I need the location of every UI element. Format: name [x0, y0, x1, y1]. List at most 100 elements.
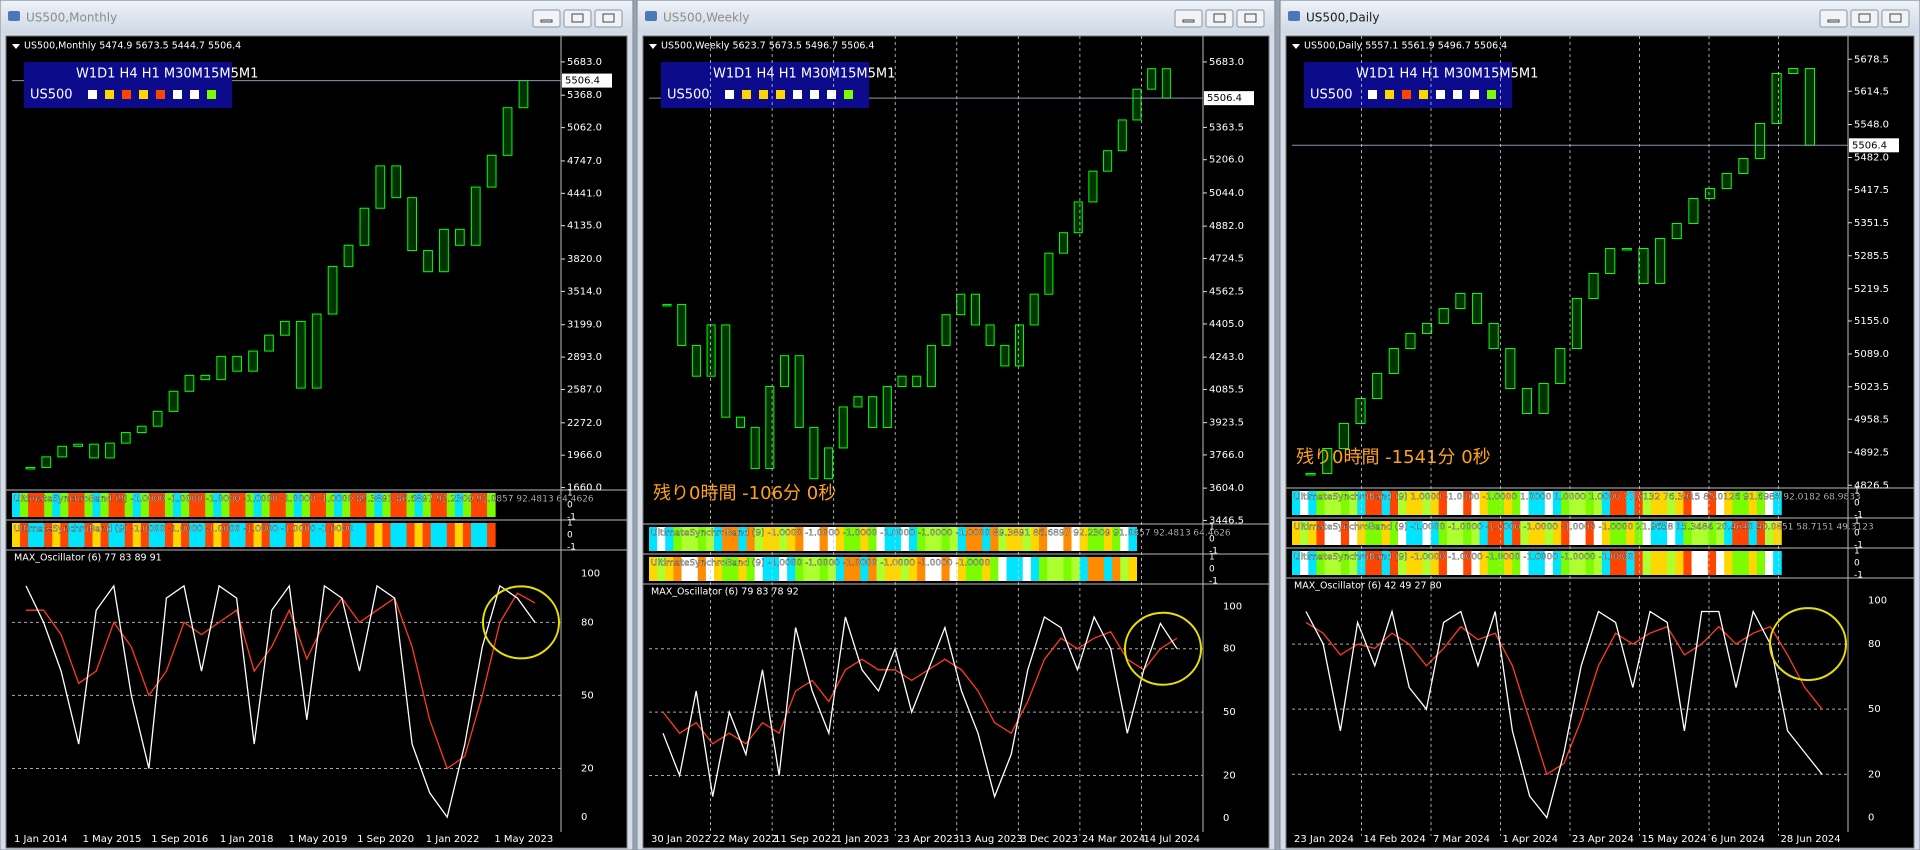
synchro-segment: [1112, 557, 1121, 581]
candle: [1738, 158, 1749, 174]
minimize-button[interactable]: [1174, 9, 1203, 28]
close-button[interactable]: [594, 9, 623, 28]
synchro-segment: [1773, 551, 1782, 575]
synchro-segment: [1398, 521, 1407, 545]
candle: [1671, 223, 1682, 239]
window-icon: [645, 11, 657, 21]
timeframe-status: [1419, 90, 1428, 99]
synchro-segment: [84, 493, 94, 517]
synchro-segment: [44, 523, 53, 547]
synchro-segment: [852, 557, 861, 581]
synchro-segment: [140, 493, 150, 517]
synchro-segment: [1740, 521, 1750, 545]
synchro-segment: [714, 527, 723, 551]
candle: [956, 293, 966, 316]
synchro-segment: [1455, 521, 1464, 545]
price-tick-label: 4405.0: [1209, 319, 1244, 330]
synchro-segment: [1642, 551, 1652, 575]
candle: [375, 165, 386, 209]
synchro-segment: [681, 557, 691, 581]
synchro-segment: [1039, 557, 1048, 581]
chart-area: [1285, 35, 1915, 849]
synchro-segment: [917, 557, 926, 581]
synchro-segment: [1324, 521, 1334, 545]
synchro-segment: [430, 493, 440, 517]
band-scale-label: 0: [567, 501, 573, 511]
candle: [232, 355, 243, 372]
maximize-button[interactable]: [563, 9, 592, 28]
synchro-segment: [754, 527, 764, 551]
price-tick-label: 2893.0: [567, 352, 602, 363]
synchro-segment: [253, 493, 263, 517]
synchro-segment: [1732, 551, 1742, 575]
minimize-button[interactable]: [532, 9, 561, 28]
band-label: UltimateSynchroBand (9) -1.0000 -1.0000 …: [651, 529, 1231, 539]
synchro-segment: [1675, 551, 1684, 575]
synchro-segment: [990, 527, 999, 551]
price-tick-label: 5548.0: [1854, 120, 1889, 131]
maximize-button[interactable]: [1205, 9, 1234, 28]
oscillator-slow: [1305, 621, 1823, 776]
candle: [1161, 68, 1171, 99]
price-tick-label: 3923.5: [1209, 418, 1244, 429]
date-label: 1 May 2015: [83, 834, 142, 845]
close-button[interactable]: [1236, 9, 1265, 28]
synchro-segment: [1707, 551, 1717, 575]
synchro-segment: [819, 527, 829, 551]
candle: [216, 355, 227, 381]
synchro-segment: [1079, 557, 1089, 581]
candle: [750, 426, 760, 469]
close-button[interactable]: [1881, 9, 1910, 28]
synchro-segment: [1748, 491, 1758, 515]
synchro-segment: [317, 523, 327, 547]
synchro-segment: [350, 523, 359, 547]
synchro-segment: [1406, 521, 1415, 545]
synchro-segment: [1430, 551, 1440, 575]
timeframe-status: [844, 90, 853, 99]
synchro-segment: [1006, 557, 1016, 581]
synchro-segment: [844, 557, 853, 581]
current-price-label: 5506.4: [565, 76, 600, 87]
info-toggle: [12, 44, 20, 49]
band-label: UltimateSynchroBand (9) 1.0000 -1.0000 -…: [1294, 493, 1861, 503]
synchro-segment: [1430, 491, 1440, 515]
candle: [1655, 238, 1666, 284]
synchro-segment: [1773, 521, 1782, 545]
maximize-button[interactable]: [1850, 9, 1879, 28]
synchro-segment: [366, 523, 375, 547]
synchro-segment: [1398, 551, 1407, 575]
synchro-segment: [358, 493, 367, 517]
synchro-segment: [1463, 491, 1472, 515]
synchro-segment: [1292, 521, 1301, 545]
title-bar: [1281, 1, 1919, 33]
synchro-segment: [1512, 521, 1521, 545]
synchro-segment: [12, 493, 21, 517]
synchro-segment: [705, 557, 715, 581]
synchro-segment: [1381, 491, 1391, 515]
date-label: 3 Dec 2023: [1020, 834, 1078, 845]
price-tick-label: 3820.0: [567, 254, 602, 265]
synchro-segment: [1324, 551, 1334, 575]
symbol: US500: [667, 88, 710, 103]
synchro-segment: [124, 523, 134, 547]
synchro-segment: [470, 523, 480, 547]
synchro-segment: [1561, 551, 1570, 575]
price-tick-label: 5089.0: [1854, 349, 1889, 360]
synchro-segment: [1512, 491, 1521, 515]
synchro-segment: [229, 523, 238, 547]
synchro-segment: [762, 557, 772, 581]
band-scale-label: 0: [1209, 535, 1215, 545]
synchro-segment: [1365, 551, 1375, 575]
price-tick-label: 4826.5: [1854, 480, 1889, 491]
synchro-segment: [326, 523, 335, 547]
synchro-segment: [860, 557, 869, 581]
synchro-segment: [446, 523, 456, 547]
oscillator-tick-label: 100: [1868, 596, 1887, 607]
minimize-button[interactable]: [1819, 9, 1848, 28]
synchro-segment: [1691, 551, 1701, 575]
date-label: 14 Jul 2024: [1143, 834, 1200, 845]
window-icon: [1288, 11, 1300, 21]
synchro-segment: [1357, 551, 1366, 575]
synchro-segment: [1071, 527, 1081, 551]
timeframe-status: [725, 90, 734, 99]
